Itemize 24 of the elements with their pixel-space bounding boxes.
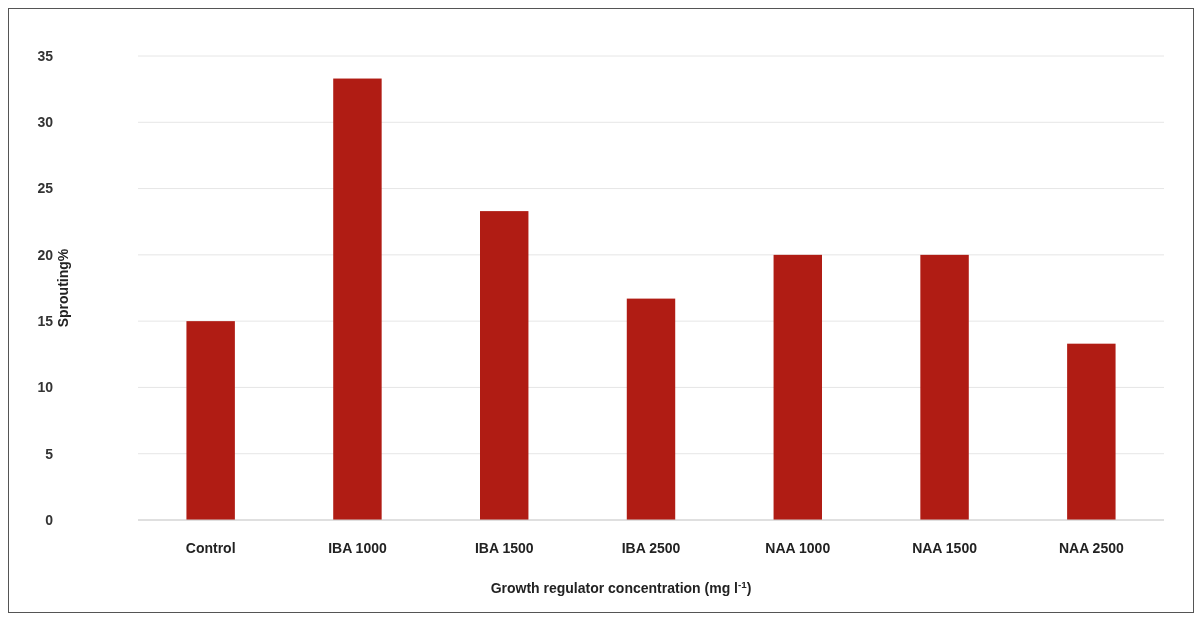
x-tick-label: IBA 1000 xyxy=(328,540,387,556)
bar xyxy=(1067,343,1116,520)
y-tick-label: 15 xyxy=(37,313,54,330)
x-axis-title: Growth regulator concentration (mg l$^{-1}$) xyxy=(490,578,752,596)
bar xyxy=(626,298,676,520)
y-tick-label: 35 xyxy=(37,47,54,64)
bar xyxy=(773,254,822,520)
y-tick-label: 10 xyxy=(37,379,54,396)
bar xyxy=(186,321,235,520)
bar xyxy=(480,211,529,520)
x-tick-label: NAA 1000 xyxy=(765,540,831,556)
y-tick-label: 0 xyxy=(45,511,54,528)
x-tick-label: IBA 1500 xyxy=(474,540,534,556)
x-tick-label: NAA 1500 xyxy=(912,540,978,556)
x-tick-label: IBA 2500 xyxy=(621,540,681,556)
y-tick-label: 20 xyxy=(37,246,54,263)
x-tick-label: NAA 2500 xyxy=(1058,540,1124,556)
x-tick-label: Control xyxy=(185,540,236,556)
bar xyxy=(920,254,969,520)
bar xyxy=(333,78,382,520)
y-axis-title: Sprouting% xyxy=(55,248,71,328)
y-tick-label: 5 xyxy=(45,445,54,462)
y-tick-label: 30 xyxy=(37,114,54,131)
y-tick-label: 25 xyxy=(37,180,54,197)
